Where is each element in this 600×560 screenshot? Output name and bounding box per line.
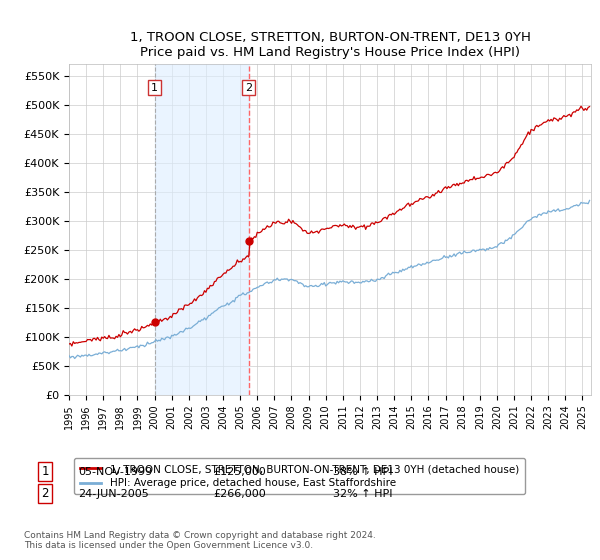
Text: 1: 1 <box>151 82 158 92</box>
Text: 05-NOV-1999: 05-NOV-1999 <box>78 466 152 477</box>
Bar <box>155 64 249 395</box>
Text: 24-JUN-2005: 24-JUN-2005 <box>78 489 149 499</box>
Text: £125,000: £125,000 <box>213 466 266 477</box>
Text: Contains HM Land Registry data © Crown copyright and database right 2024.
This d: Contains HM Land Registry data © Crown c… <box>24 530 376 550</box>
Legend: 1, TROON CLOSE, STRETTON, BURTON-ON-TRENT, DE13 0YH (detached house), HPI: Avera: 1, TROON CLOSE, STRETTON, BURTON-ON-TREN… <box>74 458 525 494</box>
Text: £266,000: £266,000 <box>213 489 266 499</box>
Text: 32% ↑ HPI: 32% ↑ HPI <box>333 489 392 499</box>
Text: 1: 1 <box>41 465 49 478</box>
Text: 2: 2 <box>41 487 49 501</box>
Text: 38% ↑ HPI: 38% ↑ HPI <box>333 466 392 477</box>
Text: 2: 2 <box>245 82 252 92</box>
Title: 1, TROON CLOSE, STRETTON, BURTON-ON-TRENT, DE13 0YH
Price paid vs. HM Land Regis: 1, TROON CLOSE, STRETTON, BURTON-ON-TREN… <box>130 31 530 59</box>
